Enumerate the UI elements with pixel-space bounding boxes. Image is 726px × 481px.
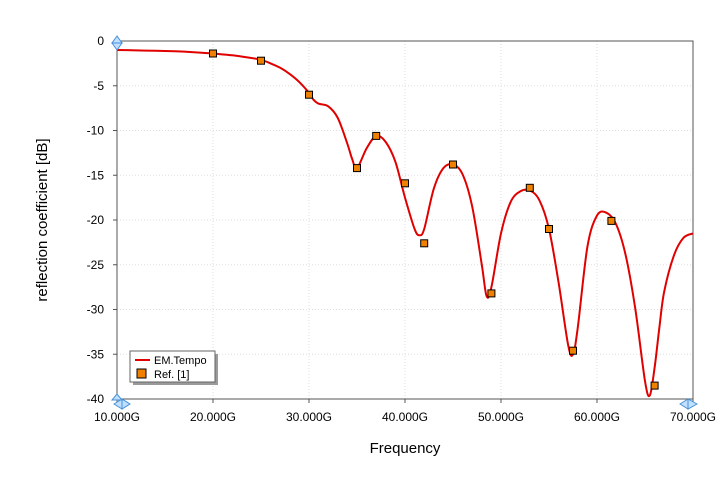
x-tick-label: 40.000G [382,410,428,424]
series-line-em-tempo [117,49,693,398]
ref-data-point [487,289,496,298]
y-tick-label: 0 [97,34,104,48]
y-axis-title: reflection coefficient [dB] [34,138,51,301]
x-tick-label: 60.000G [574,410,620,424]
ref-data-point [569,346,577,355]
y-tick-label: -15 [87,168,105,182]
ref-data-point [305,90,313,99]
x-axis-handle-left[interactable] [113,398,131,410]
y-tick-label: -10 [87,124,105,138]
series-layer [117,49,693,398]
ref-data-point [420,239,429,248]
x-tick-label: 20.000G [190,410,236,424]
ref-data-point [353,164,361,173]
x-tick-label: 50.000G [478,410,524,424]
x-tick-label: 10.000G [94,410,140,424]
x-tick-label: 70.000G [670,410,716,424]
ref-data-point [607,216,616,225]
ref-data-point [257,56,265,65]
ref-data-point [545,225,553,233]
legend-marker-swatch [136,368,147,379]
ref-data-point [401,179,409,188]
y-tick-label: -30 [87,303,105,317]
ref-data-point [209,49,217,58]
legend-label-em-tempo: EM.Tempo [154,355,207,367]
ref-data-point [372,131,381,140]
y-tick-label: -25 [87,258,105,272]
plot-frame [116,40,694,400]
legend[interactable]: EM.Tempo Ref. [1] [129,350,218,385]
x-tick-label: 30.000G [286,410,332,424]
marker-layer [209,49,659,390]
x-axis-title: Frequency [370,440,441,457]
y-axis-handle-bottom[interactable] [110,393,124,401]
y-tick-label: -20 [87,213,105,227]
axis-ticks: 10.000G 20.000G 30.000G 40.000G 50.000G 60.00… [87,34,716,424]
ref-data-point [449,160,457,169]
y-tick-label: -5 [93,79,104,93]
ref-data-point [525,183,534,192]
y-axis-handle-top[interactable] [111,35,123,51]
legend-label-ref: Ref. [1] [154,369,189,381]
y-tick-label: -40 [87,392,105,406]
x-axis-handle-right[interactable] [679,398,699,410]
ref-data-point [650,381,659,390]
y-tick-label: -35 [87,347,105,361]
